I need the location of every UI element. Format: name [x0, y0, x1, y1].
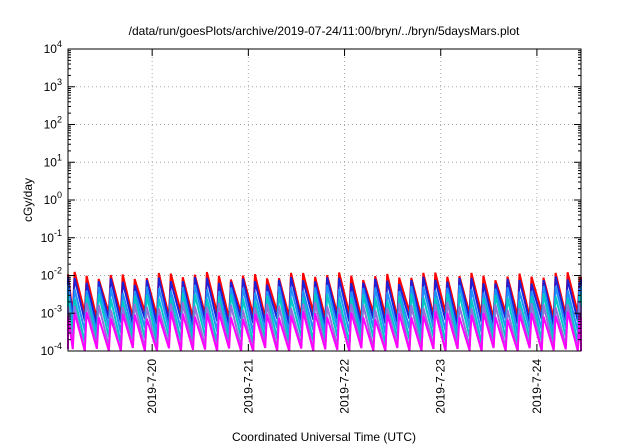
y-tick-label: 10-3	[41, 303, 62, 320]
y-tick-label: 102	[44, 115, 62, 132]
x-tick-label: 2019-7-22	[338, 359, 352, 414]
y-tick-label: 101	[44, 152, 62, 169]
y-tick-label: 10-4	[41, 341, 62, 358]
series-line	[67, 271, 582, 319]
y-tick-label: 10-2	[41, 266, 62, 283]
series-line	[67, 276, 582, 326]
y-tick-label: 10-1	[41, 228, 62, 245]
y-tick-label: 100	[44, 190, 62, 207]
series-line	[67, 284, 582, 335]
y-axis-label: cGy/day	[21, 178, 35, 222]
x-tick-label: 2019-7-24	[530, 359, 544, 414]
series-layer	[67, 271, 582, 352]
y-tick-label: 103	[44, 77, 62, 94]
x-tick-label: 2019-7-23	[434, 359, 448, 414]
chart-title: /data/run/goesPlots/archive/2019-07-24/1…	[129, 24, 520, 38]
axes: 10-4 10-3 10-2 10-1 100 101 102 103 104 2019-7-20…	[41, 39, 581, 414]
x-tick-label: 2019-7-21	[241, 359, 255, 414]
series-line	[67, 292, 582, 344]
y-tick-label: 104	[44, 39, 62, 56]
x-axis-label: Coordinated Universal Time (UTC)	[232, 430, 416, 444]
x-tick-label: 2019-7-20	[145, 359, 159, 414]
series-line	[67, 311, 582, 352]
series-line	[67, 301, 582, 352]
